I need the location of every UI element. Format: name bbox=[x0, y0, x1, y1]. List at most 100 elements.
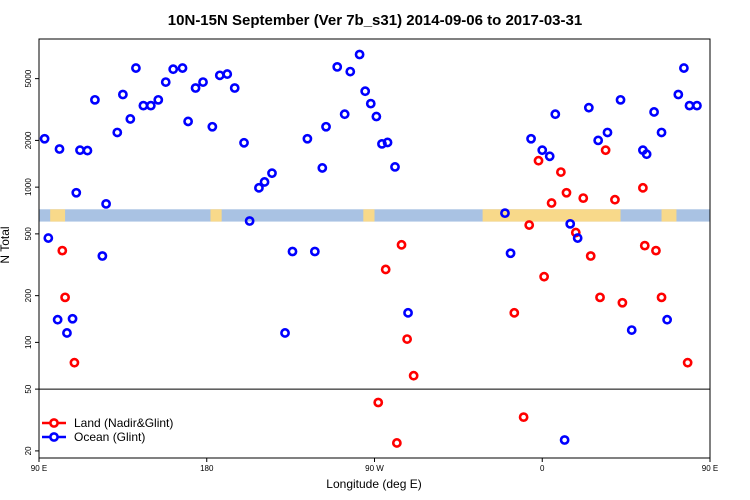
ocean-point bbox=[505, 248, 516, 259]
ocean-point bbox=[565, 218, 576, 229]
land-point bbox=[546, 198, 557, 208]
x-tick-label: 180 bbox=[200, 464, 214, 473]
ocean-point bbox=[153, 94, 164, 105]
ocean-point bbox=[97, 251, 108, 261]
ocean-point bbox=[500, 208, 510, 219]
land-point bbox=[555, 167, 566, 177]
ocean-point bbox=[390, 162, 400, 172]
land-patch bbox=[661, 209, 677, 222]
ocean-point bbox=[360, 86, 371, 97]
land-point bbox=[682, 357, 693, 368]
ocean-point bbox=[656, 127, 667, 138]
ocean-point bbox=[168, 64, 179, 75]
land-point bbox=[610, 194, 620, 205]
ocean-point bbox=[177, 63, 188, 73]
land-point bbox=[518, 412, 529, 423]
land-point bbox=[595, 292, 605, 303]
land-point bbox=[600, 145, 611, 156]
land-point bbox=[402, 334, 413, 344]
y-tick-label: 200 bbox=[24, 288, 33, 302]
land-point bbox=[639, 240, 650, 251]
x-axis: 90 E 180 90 W 0 90 E bbox=[31, 458, 718, 473]
ocean-point bbox=[317, 163, 328, 173]
ocean-point bbox=[302, 133, 313, 144]
ocean-point bbox=[244, 216, 255, 226]
legend: Land (Nadir&Glint)Ocean (Glint) bbox=[42, 416, 173, 444]
land-point bbox=[656, 292, 667, 303]
ocean-point bbox=[679, 63, 689, 73]
x-axis-label: Longitude (deg E) bbox=[326, 477, 421, 491]
y-tick-label: 5000 bbox=[24, 69, 33, 87]
land-point bbox=[69, 357, 80, 368]
ocean-point bbox=[537, 145, 548, 156]
ocean-point bbox=[145, 100, 156, 111]
y-axis-label: N Total bbox=[0, 226, 12, 263]
legend-land-label: Land (Nadir&Glint) bbox=[74, 416, 173, 430]
ocean-point bbox=[382, 137, 393, 148]
y-tick-label: 500 bbox=[24, 227, 33, 241]
ocean-point bbox=[43, 233, 54, 243]
land-point bbox=[651, 245, 661, 256]
ocean-point bbox=[345, 66, 356, 77]
ocean-point bbox=[101, 198, 111, 209]
land-point bbox=[60, 292, 70, 303]
land-point bbox=[533, 155, 544, 166]
land-point bbox=[396, 239, 407, 250]
ocean-point bbox=[673, 89, 684, 100]
y-axis: 20 50 100 200 500 1000 2000 5000 bbox=[24, 69, 39, 455]
ocean-point bbox=[67, 313, 78, 324]
ocean-point bbox=[239, 137, 249, 148]
x-tick-label: 90 W bbox=[365, 464, 384, 473]
ocean-point bbox=[214, 70, 225, 81]
ocean-point bbox=[207, 121, 218, 132]
ocean-point bbox=[371, 111, 382, 122]
land-point bbox=[391, 438, 402, 448]
land-point bbox=[380, 264, 391, 275]
x-tick-label: 0 bbox=[540, 464, 545, 473]
x-tick-label: 90 E bbox=[702, 464, 718, 473]
ocean-point bbox=[641, 149, 652, 160]
chart-title: 10N-15N September (Ver 7b_s31) 2014-09-0… bbox=[168, 12, 582, 29]
y-tick-label: 1000 bbox=[24, 178, 33, 196]
ocean-point bbox=[190, 83, 201, 93]
land-point bbox=[561, 187, 572, 198]
ocean-point bbox=[82, 145, 93, 156]
ocean-point bbox=[131, 63, 141, 73]
ocean-point bbox=[309, 246, 320, 257]
land-point bbox=[638, 182, 648, 193]
ocean-point bbox=[222, 69, 233, 79]
ocean-point bbox=[75, 145, 85, 156]
land-point bbox=[408, 370, 419, 381]
legend-land-marker bbox=[49, 418, 59, 428]
land-point bbox=[509, 307, 520, 318]
land-point bbox=[524, 220, 535, 230]
ocean-point bbox=[125, 114, 136, 124]
ocean-point bbox=[559, 435, 570, 445]
ocean-point bbox=[583, 102, 594, 113]
land-patch bbox=[363, 209, 375, 222]
land-point bbox=[57, 245, 68, 256]
ocean-point bbox=[626, 325, 637, 335]
ocean-point bbox=[183, 116, 194, 127]
ocean-point bbox=[267, 168, 277, 179]
land-patch bbox=[210, 209, 222, 222]
ocean-point bbox=[160, 77, 171, 87]
ocean-point bbox=[572, 233, 583, 243]
ocean-point bbox=[39, 133, 50, 144]
x-tick-label: 90 E bbox=[31, 464, 47, 473]
ocean-point bbox=[526, 133, 536, 144]
ocean-point bbox=[662, 314, 673, 325]
ocean-point bbox=[71, 187, 82, 198]
y-tick-label: 20 bbox=[24, 446, 33, 455]
ocean-point bbox=[354, 49, 365, 60]
y-tick-label: 100 bbox=[24, 335, 33, 349]
ocean-point bbox=[544, 151, 555, 162]
land-point bbox=[578, 193, 589, 203]
ocean-point bbox=[593, 135, 604, 146]
ocean-point bbox=[365, 98, 376, 109]
ocean-point bbox=[117, 89, 128, 100]
ocean-point bbox=[321, 121, 331, 132]
ocean-point bbox=[280, 328, 290, 338]
land-point bbox=[539, 271, 550, 282]
